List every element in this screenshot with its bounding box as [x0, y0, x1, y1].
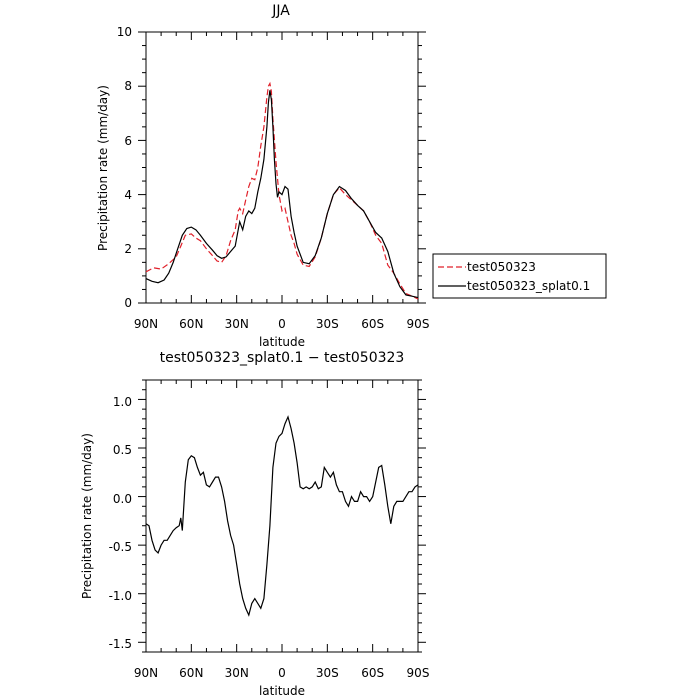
- legend-box: [432, 253, 607, 299]
- top-x-tick-label-30s: 30S: [316, 317, 339, 331]
- top-y-tick-label-6: 6: [124, 134, 132, 148]
- bottom-y-tick-label-minus-1.0: -1.0: [109, 589, 132, 603]
- top-y-tick-labels: 0 2 4 6 8 10: [117, 25, 132, 310]
- top-y-tick-label-8: 8: [124, 79, 132, 93]
- bottom-y-tick-label-0.5: 0.5: [113, 443, 132, 457]
- legend-label-test050323: test050323: [467, 260, 536, 274]
- bottom-y-tick-label-1.0: 1.0: [113, 395, 132, 409]
- bottom-x-axis-label: latitude: [259, 684, 305, 698]
- bottom-x-tick-label-30n: 30N: [225, 666, 249, 680]
- panel-top-jja: JJA 90N 60N 30N 0 30S 60S 90S 0 2 4 6 8 …: [96, 3, 607, 349]
- bottom-y-tick-label-0.0: 0.0: [113, 492, 132, 506]
- top-y-axis-label: Precipitation rate (mm/day): [96, 85, 110, 251]
- top-y-tick-label-4: 4: [124, 188, 132, 202]
- top-y-tick-label-0: 0: [124, 296, 132, 310]
- top-chart-title: JJA: [271, 3, 290, 19]
- top-y-tick-label-10: 10: [117, 25, 132, 39]
- top-ticks: [138, 31, 426, 304]
- bottom-x-tick-labels: 90N 60N 30N 0 30S 60S 90S: [134, 666, 430, 680]
- top-x-tick-label-60s: 60S: [361, 317, 384, 331]
- bottom-chart-title: test050323_splat0.1 − test050323: [160, 350, 405, 366]
- bottom-x-tick-label-30s: 30S: [316, 666, 339, 680]
- top-x-tick-labels: 90N 60N 30N 0 30S 60S 90S: [134, 317, 430, 331]
- top-series-test050323-line: [145, 81, 419, 300]
- top-series-test050323-splat0.1-line: [145, 90, 419, 299]
- bottom-ticks: [138, 379, 426, 653]
- top-x-axis-label: latitude: [259, 335, 305, 349]
- top-x-tick-label-0: 0: [278, 317, 286, 331]
- panel-bottom-difference: test050323_splat0.1 − test050323 90N 60N…: [80, 350, 429, 698]
- bottom-y-tick-label-minus-0.5: -0.5: [109, 540, 132, 554]
- top-plot-frame: [145, 31, 419, 304]
- bottom-y-tick-label-minus-1.5: -1.5: [109, 637, 132, 651]
- top-x-tick-label-90n: 90N: [134, 317, 158, 331]
- bottom-plot-frame: [145, 379, 419, 653]
- top-y-tick-label-2: 2: [124, 242, 132, 256]
- top-legend: test050323 test050323_splat0.1: [432, 253, 607, 299]
- bottom-series-difference-line: [145, 415, 419, 617]
- legend-label-test050323-splat0.1: test050323_splat0.1: [467, 279, 590, 293]
- bottom-y-tick-labels: 1.0 0.5 0.0 -0.5 -1.0 -1.5: [109, 395, 132, 651]
- bottom-x-tick-label-0: 0: [278, 666, 286, 680]
- top-x-tick-label-90s: 90S: [407, 317, 430, 331]
- bottom-x-tick-label-90n: 90N: [134, 666, 158, 680]
- bottom-x-tick-label-60n: 60N: [179, 666, 203, 680]
- bottom-y-axis-label: Precipitation rate (mm/day): [80, 433, 94, 599]
- bottom-x-tick-label-90s: 90S: [407, 666, 430, 680]
- top-x-tick-label-30n: 30N: [225, 317, 249, 331]
- top-x-tick-label-60n: 60N: [179, 317, 203, 331]
- bottom-x-tick-label-60s: 60S: [361, 666, 384, 680]
